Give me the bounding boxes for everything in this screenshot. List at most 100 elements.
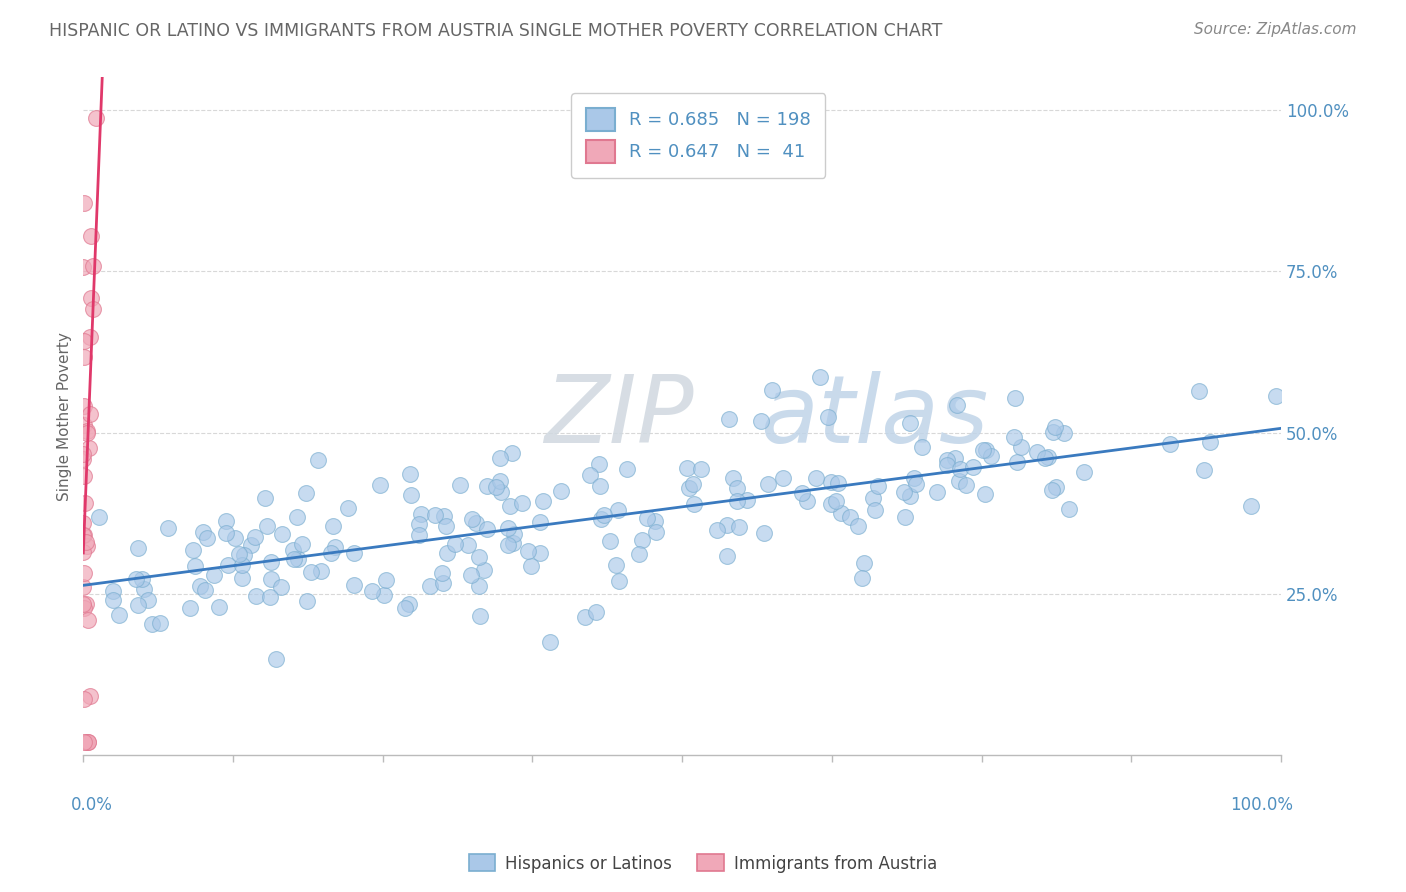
Point: [217, 558, 239, 572]
Point: [73, 496, 96, 510]
Point: [281, 542, 304, 557]
Text: HISPANIC OR LATINO VS IMMIGRANTS FROM AUSTRIA SINGLE MOTHER POVERTY CORRELATION : HISPANIC OR LATINO VS IMMIGRANTS FROM AU…: [49, 22, 942, 40]
Point: [591, 512, 613, 526]
Point: [717, 411, 740, 425]
Point: [136, 593, 159, 607]
Point: [502, 535, 524, 549]
Point: [87, 510, 110, 524]
Point: [606, 503, 628, 517]
Point: [868, 479, 890, 493]
Point: [434, 519, 457, 533]
Point: [368, 478, 391, 492]
Point: [457, 538, 479, 552]
Point: [529, 515, 551, 529]
Point: [631, 533, 654, 547]
Point: [1198, 434, 1220, 449]
Point: [489, 474, 512, 488]
Point: [287, 551, 309, 566]
Point: [972, 443, 994, 458]
Point: [910, 441, 932, 455]
Point: [716, 518, 738, 533]
Point: [1033, 451, 1056, 466]
Point: [181, 543, 204, 558]
Text: 100.0%: 100.0%: [1230, 796, 1294, 814]
Point: [468, 578, 491, 592]
Point: [343, 546, 366, 560]
Text: atlas: atlas: [761, 371, 988, 462]
Point: [156, 521, 179, 535]
Legend: Hispanics or Latinos, Immigrants from Austria: Hispanics or Latinos, Immigrants from Au…: [463, 847, 943, 880]
Point: [73, 350, 96, 364]
Point: [496, 538, 519, 552]
Point: [808, 370, 831, 384]
Point: [322, 518, 344, 533]
Point: [574, 610, 596, 624]
Point: [408, 527, 430, 541]
Point: [283, 552, 305, 566]
Point: [336, 500, 359, 515]
Point: [127, 541, 149, 556]
Point: [125, 573, 148, 587]
Point: [1043, 420, 1066, 434]
Legend: R = 0.685   N = 198, R = 0.647   N =  41: R = 0.685 N = 198, R = 0.647 N = 41: [571, 94, 825, 178]
Point: [82, 259, 104, 273]
Y-axis label: Single Mother Poverty: Single Mother Poverty: [58, 332, 72, 500]
Point: [806, 471, 828, 485]
Point: [1057, 502, 1080, 516]
Point: [264, 651, 287, 665]
Point: [488, 451, 510, 466]
Point: [817, 410, 839, 425]
Point: [725, 494, 748, 508]
Point: [503, 527, 526, 541]
Point: [76, 425, 98, 439]
Point: [792, 485, 814, 500]
Point: [194, 583, 217, 598]
Point: [72, 447, 94, 461]
Point: [73, 399, 96, 413]
Point: [297, 593, 319, 607]
Point: [79, 407, 101, 421]
Point: [499, 499, 522, 513]
Point: [285, 510, 308, 524]
Point: [419, 579, 441, 593]
Point: [579, 467, 602, 482]
Point: [925, 485, 948, 500]
Point: [72, 691, 94, 706]
Point: [1004, 391, 1026, 405]
Point: [398, 597, 420, 611]
Point: [948, 474, 970, 488]
Point: [1026, 444, 1049, 458]
Point: [735, 492, 758, 507]
Point: [232, 548, 254, 562]
Point: [706, 523, 728, 537]
Point: [592, 508, 614, 523]
Point: [127, 599, 149, 613]
Point: [725, 482, 748, 496]
Point: [77, 441, 100, 455]
Point: [259, 591, 281, 605]
Point: [474, 563, 496, 577]
Point: [228, 548, 250, 562]
Point: [893, 484, 915, 499]
Point: [772, 471, 794, 485]
Point: [77, 735, 100, 749]
Point: [827, 476, 849, 491]
Point: [184, 559, 207, 574]
Point: [475, 478, 498, 492]
Point: [1002, 430, 1025, 444]
Point: [605, 558, 627, 573]
Point: [721, 471, 744, 485]
Point: [820, 475, 842, 489]
Point: [1159, 437, 1181, 451]
Point: [1007, 455, 1029, 469]
Text: Source: ZipAtlas.com: Source: ZipAtlas.com: [1194, 22, 1357, 37]
Point: [825, 494, 848, 508]
Point: [260, 555, 283, 569]
Point: [1239, 500, 1261, 514]
Point: [863, 503, 886, 517]
Point: [862, 491, 884, 505]
Point: [73, 528, 96, 542]
Point: [936, 453, 959, 467]
Point: [728, 520, 751, 534]
Point: [108, 607, 131, 622]
